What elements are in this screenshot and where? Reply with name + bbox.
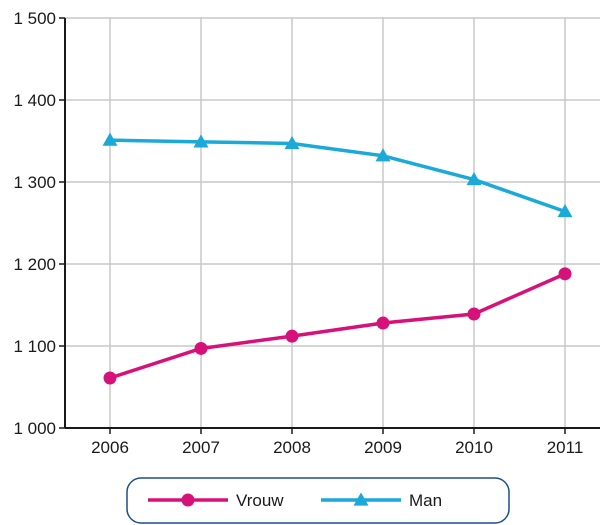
data-point-man (375, 148, 391, 162)
y-tick-label: 1 200 (13, 255, 56, 274)
x-tick-label: 2010 (455, 438, 493, 457)
data-point-vrouw (376, 316, 390, 330)
y-tick-labels: 1 000 1 100 1 200 1 300 1 400 1 500 (13, 9, 56, 438)
data-point-man (193, 134, 209, 148)
legend-label: Vrouw (236, 491, 284, 510)
data-point-man (466, 172, 482, 186)
data-point-man (284, 135, 300, 150)
series-line-man (109, 138, 566, 214)
x-tick-label: 2011 (547, 438, 584, 457)
y-tick-label: 1 000 (13, 419, 56, 438)
legend-item-vrouw: Vrouw (148, 491, 284, 510)
x-tick-label: 2006 (91, 438, 129, 457)
data-point-vrouw (194, 341, 208, 355)
series (102, 132, 573, 385)
series-line-vrouw (109, 272, 566, 380)
y-tick-label: 1 300 (13, 173, 56, 192)
series-vrouw (103, 267, 572, 385)
y-tick-label: 1 400 (13, 91, 56, 110)
grid (65, 17, 600, 428)
legend-item-man: Man (321, 491, 442, 510)
legend: Vrouw Man (126, 477, 510, 524)
legend-swatch-marker (353, 492, 369, 506)
data-point-man (557, 204, 573, 218)
data-point-vrouw (467, 307, 481, 321)
x-tick-label: 2009 (364, 438, 402, 457)
data-point-man (102, 132, 118, 146)
data-point-vrouw (558, 267, 572, 281)
legend-swatch-marker (181, 493, 195, 507)
series-man (102, 132, 573, 218)
y-tick-label: 1 100 (13, 337, 56, 356)
data-point-vrouw (103, 371, 117, 385)
y-tick-label: 1 500 (13, 9, 56, 28)
x-tick-labels: 2006 2007 2008 2009 2010 2011 (91, 438, 583, 457)
x-tick-label: 2008 (273, 438, 311, 457)
legend-box (126, 477, 510, 524)
legend-label: Man (409, 491, 442, 510)
axes (59, 17, 600, 434)
data-point-vrouw (285, 329, 299, 343)
x-tick-label: 2007 (182, 438, 220, 457)
